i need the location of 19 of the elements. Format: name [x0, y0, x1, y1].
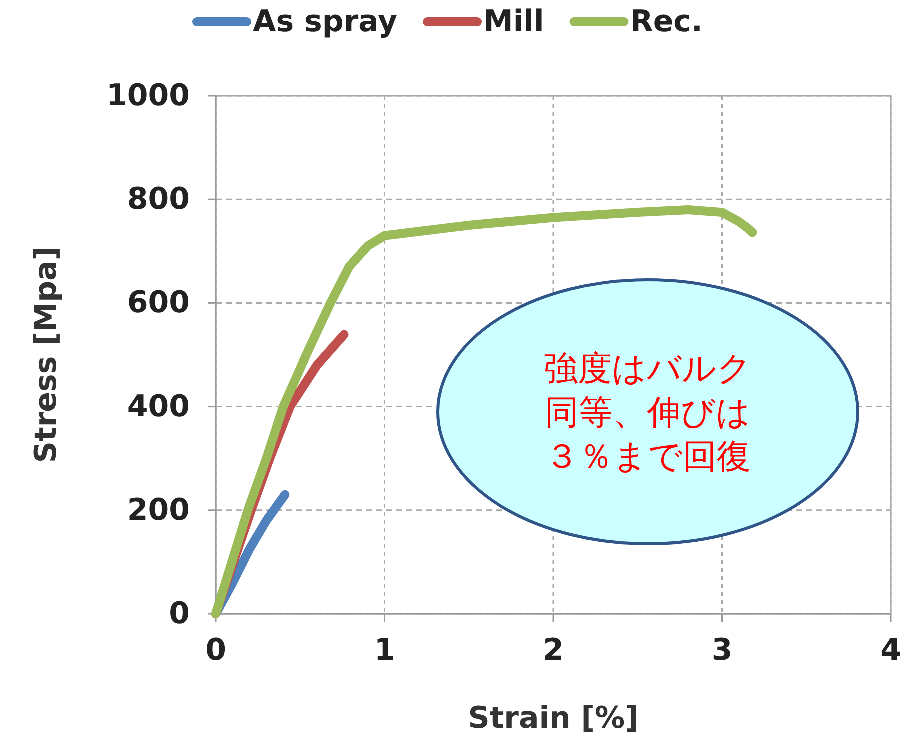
y-axis-title: Stress [Mpa]	[29, 246, 64, 464]
y-tick-label: 800	[127, 182, 190, 218]
y-tick-label: 1000	[106, 78, 190, 114]
y-tick-label: 200	[127, 492, 190, 528]
legend-label: Mill	[484, 4, 544, 40]
legend-label: Rec.	[630, 4, 703, 40]
x-axis-title: Strain [%]	[468, 701, 639, 736]
annotation: 同等、伸びは	[545, 393, 751, 433]
y-tick-label: 600	[127, 286, 190, 321]
x-tick-label: 1	[374, 633, 396, 668]
y-tick-label: 400	[127, 389, 190, 424]
x-tick-label: 2	[543, 633, 564, 668]
x-tick-label: 4	[880, 633, 902, 668]
x-tick-label: 0	[206, 633, 226, 668]
legend-label: As spray	[253, 4, 398, 40]
annotation: 強度はバルク	[544, 349, 752, 389]
x-tick-label: 3	[712, 633, 733, 668]
y-tick-label: 0	[169, 596, 190, 632]
annotation: ３％まで回復	[545, 437, 751, 477]
